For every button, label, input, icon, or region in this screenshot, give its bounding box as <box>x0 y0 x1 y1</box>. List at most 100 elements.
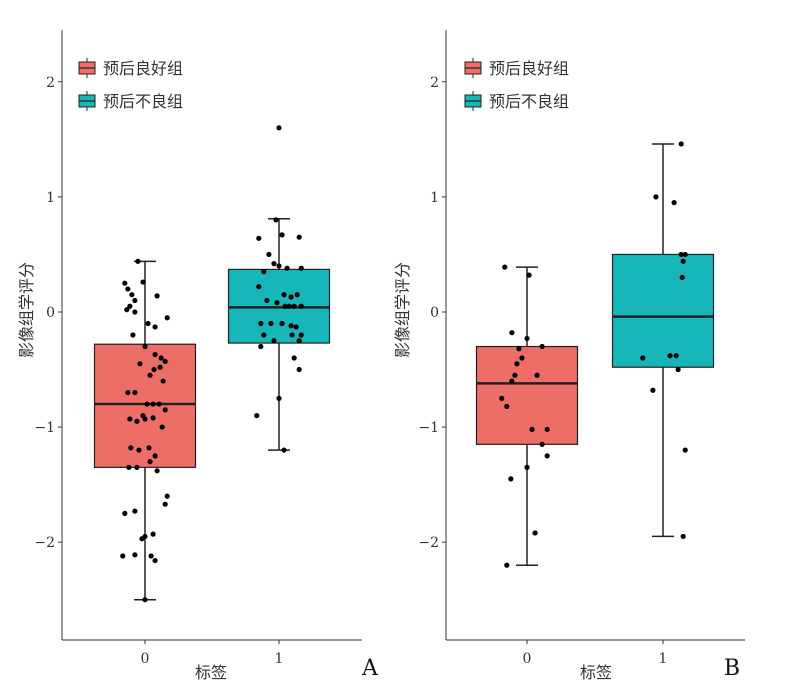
data-point <box>147 459 153 465</box>
data-point <box>673 353 679 359</box>
x-tick-label: 0 <box>141 651 150 667</box>
data-point <box>298 265 304 271</box>
data-point <box>524 464 530 470</box>
panel-label: A <box>361 656 379 681</box>
data-point <box>152 453 158 459</box>
data-point <box>258 320 264 327</box>
data-point <box>132 552 138 558</box>
data-point <box>678 251 684 258</box>
data-point <box>157 364 163 370</box>
data-point <box>266 251 272 258</box>
data-point <box>152 324 158 330</box>
data-point <box>139 536 145 542</box>
data-point <box>281 447 287 453</box>
data-point <box>298 303 304 309</box>
data-point <box>150 531 156 537</box>
data-point <box>279 320 285 327</box>
data-point <box>296 338 302 344</box>
data-point <box>271 261 277 267</box>
data-point <box>162 501 168 507</box>
x-axis-title: 标签 <box>580 663 612 682</box>
data-point <box>152 351 158 358</box>
data-point <box>158 355 164 361</box>
data-point <box>151 366 157 373</box>
data-point <box>276 395 282 401</box>
legend-item: 预后良好组 <box>464 58 569 78</box>
data-point <box>132 297 138 304</box>
data-point <box>286 303 292 309</box>
data-point <box>156 401 162 407</box>
legend-label: 预后不良组 <box>103 92 183 111</box>
data-point <box>134 464 140 470</box>
data-point <box>148 553 154 559</box>
data-point <box>508 476 514 482</box>
legend-item: 预后良好组 <box>78 58 183 78</box>
data-point <box>539 441 545 447</box>
data-point <box>296 366 302 373</box>
data-point <box>164 315 170 321</box>
data-point <box>134 418 140 424</box>
x-tick-label: 1 <box>659 651 668 667</box>
data-point <box>256 284 262 290</box>
data-point <box>264 297 270 304</box>
data-point <box>254 412 260 419</box>
box-0 <box>93 260 197 601</box>
data-point <box>127 416 133 422</box>
data-point <box>146 445 152 451</box>
y-axis-title: 影像组学评分 <box>393 262 412 358</box>
data-point <box>132 309 138 315</box>
box-1 <box>611 143 715 538</box>
y-tick-label: −2 <box>34 535 55 551</box>
data-point <box>514 361 520 367</box>
data-point <box>293 324 299 330</box>
box-body <box>475 345 579 445</box>
data-point <box>534 372 540 378</box>
data-point <box>162 358 168 365</box>
data-point <box>150 401 156 407</box>
data-point <box>276 263 282 269</box>
y-axis-title: 影像组学评分 <box>17 262 36 358</box>
data-point <box>640 355 646 361</box>
data-point <box>147 372 153 378</box>
data-point <box>124 307 130 313</box>
data-point <box>682 447 688 453</box>
data-point <box>499 395 505 401</box>
data-point <box>675 366 681 373</box>
data-point <box>144 401 150 407</box>
data-point <box>291 355 297 361</box>
data-point <box>509 378 515 384</box>
data-point <box>142 343 148 350</box>
legend-label: 预后不良组 <box>489 92 569 111</box>
data-point <box>281 292 287 298</box>
x-tick-label: 1 <box>275 651 284 667</box>
x-axis-title: 标签 <box>195 663 227 682</box>
y-tick-label: 0 <box>46 305 55 321</box>
y-tick-label: 2 <box>46 75 55 91</box>
data-point <box>650 387 656 393</box>
legend-label: 预后良好组 <box>489 59 569 78</box>
data-point <box>294 292 300 298</box>
data-point <box>162 407 168 413</box>
x-tick-label: 0 <box>523 651 532 667</box>
y-tick-label: 2 <box>430 75 439 91</box>
data-point <box>298 332 304 338</box>
data-point <box>132 389 138 396</box>
data-point <box>653 194 659 200</box>
data-point <box>282 303 288 309</box>
data-point <box>273 217 279 223</box>
data-point <box>532 530 538 536</box>
data-point <box>271 338 277 344</box>
data-point <box>160 378 166 384</box>
data-point <box>142 597 148 603</box>
data-point <box>539 343 545 350</box>
box-body <box>93 343 197 468</box>
legend-item: 预后不良组 <box>78 91 183 111</box>
data-point <box>291 303 297 309</box>
data-point <box>678 141 684 147</box>
data-point <box>261 269 267 275</box>
data-point <box>288 294 294 300</box>
data-point <box>289 332 295 338</box>
data-point <box>516 346 522 352</box>
